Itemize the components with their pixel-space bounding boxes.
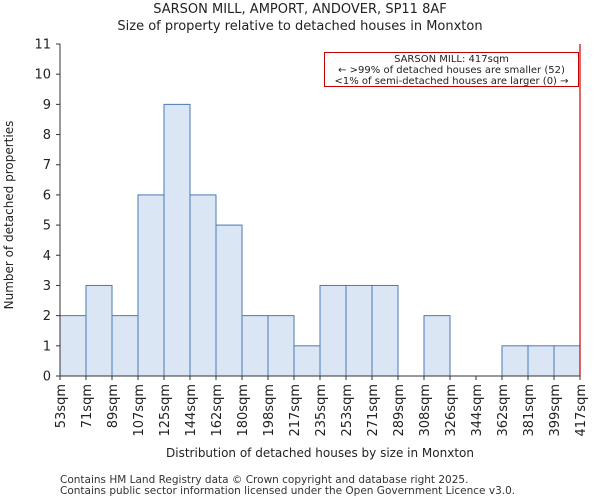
- y-tick-label: 11: [34, 38, 51, 53]
- y-tick-label: 9: [43, 98, 51, 113]
- y-tick-label: 5: [43, 219, 51, 234]
- footer-line-1: Contains HM Land Registry data © Crown c…: [60, 474, 469, 486]
- bar-144sqm: [189, 194, 217, 377]
- bar-180sqm: [241, 315, 269, 377]
- annotation-line-1: SARSON MILL: 417sqm: [394, 54, 509, 65]
- bars-group: [59, 103, 581, 377]
- bar-162sqm: [215, 224, 243, 377]
- x-axis-label: Distribution of detached houses by size …: [166, 446, 474, 460]
- bar-381sqm: [527, 345, 555, 377]
- chart-title: SARSON MILL, AMPORT, ANDOVER, SP11 8AF: [153, 2, 447, 17]
- x-tick-label: 235sqm: [314, 384, 329, 437]
- bar-125sqm: [163, 103, 191, 377]
- bar-71sqm: [85, 284, 113, 377]
- bar-198sqm: [267, 315, 295, 377]
- bar-217sqm: [293, 345, 321, 377]
- annotation-line-2: ← >99% of detached houses are smaller (5…: [338, 65, 565, 76]
- x-tick-label: 417sqm: [574, 384, 589, 437]
- x-tick-label: 144sqm: [184, 384, 199, 437]
- x-ticks-group: 53sqm 71sqm 89sqm 107sqm 125sqm 144sqm 162sqm 1…: [54, 376, 589, 437]
- y-tick-label: 0: [43, 370, 51, 385]
- bar-308sqm: [423, 315, 451, 377]
- x-tick-label: 107sqm: [132, 384, 147, 437]
- y-tick-label: 1: [43, 339, 51, 354]
- x-tick-label: 362sqm: [496, 384, 511, 437]
- x-tick-label: 180sqm: [236, 384, 251, 437]
- bar-53sqm: [59, 315, 87, 377]
- bar-253sqm: [345, 284, 373, 377]
- x-tick-label: 217sqm: [288, 384, 303, 437]
- y-tick-label: 2: [43, 309, 51, 324]
- footer-line-2: Contains public sector information licen…: [60, 485, 516, 497]
- bar-235sqm: [319, 284, 347, 377]
- x-tick-label: 198sqm: [262, 384, 277, 437]
- x-tick-label: 89sqm: [106, 384, 121, 428]
- y-tick-label: 8: [43, 128, 51, 143]
- x-tick-label: 253sqm: [340, 384, 355, 437]
- chart-subtitle: Size of property relative to detached ho…: [117, 19, 483, 34]
- x-tick-label: 308sqm: [418, 384, 433, 437]
- x-tick-label: 71sqm: [80, 384, 95, 428]
- x-tick-label: 399sqm: [548, 384, 563, 437]
- x-tick-label: 326sqm: [444, 384, 459, 437]
- y-tick-label: 6: [43, 188, 51, 203]
- y-tick-label: 7: [43, 158, 51, 173]
- bar-107sqm: [137, 194, 165, 377]
- y-tick-label: 3: [43, 279, 51, 294]
- bar-89sqm: [111, 315, 139, 377]
- x-tick-label: 53sqm: [54, 384, 69, 428]
- bar-399sqm: [553, 345, 581, 377]
- y-tick-label: 4: [43, 249, 51, 264]
- x-tick-label: 289sqm: [392, 384, 407, 437]
- x-tick-label: 381sqm: [522, 384, 537, 437]
- y-tick-label: 10: [34, 68, 51, 83]
- x-tick-label: 125sqm: [158, 384, 173, 437]
- bar-271sqm: [371, 284, 399, 377]
- x-tick-label: 344sqm: [470, 384, 485, 437]
- marker-annotation-box: SARSON MILL: 417sqm ← >99% of detached h…: [324, 52, 579, 87]
- y-axis-label: Number of detached properties: [2, 121, 16, 310]
- bar-362sqm: [501, 345, 529, 377]
- x-tick-label: 162sqm: [210, 384, 225, 437]
- annotation-line-3: <1% of semi-detached houses are larger (…: [334, 76, 569, 87]
- x-tick-label: 271sqm: [366, 384, 381, 437]
- y-ticks-group: 0 1 2 3 4 5 6 7 8 9 10 11: [34, 38, 60, 385]
